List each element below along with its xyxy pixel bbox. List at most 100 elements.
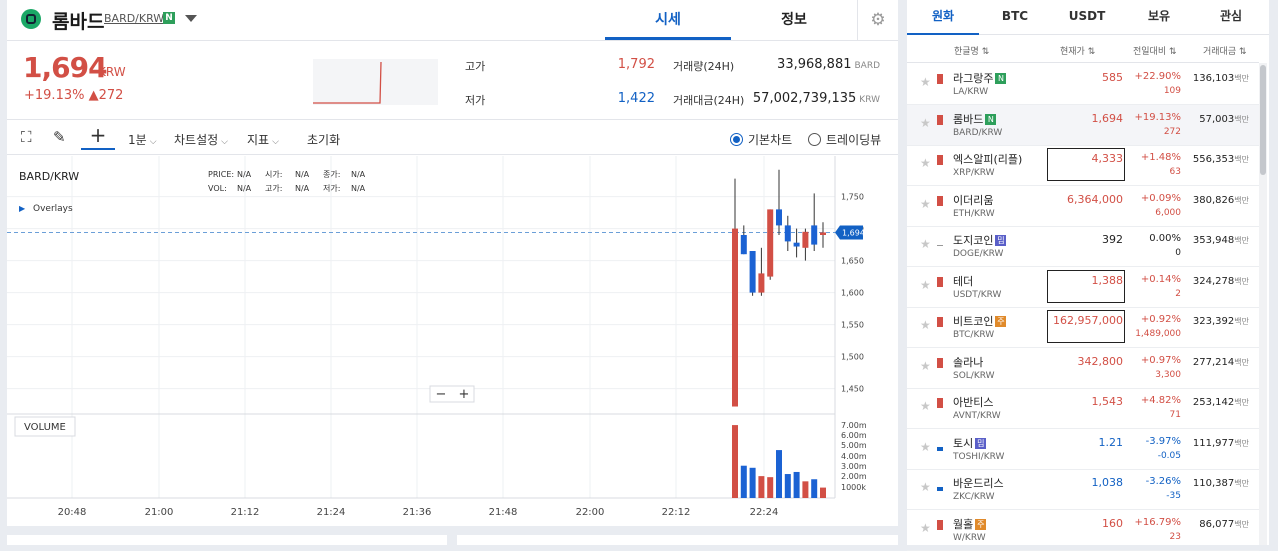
chart-settings-select[interactable]: 차트설정 ⌵ [174,133,228,147]
market-table-header: 한글명 ⇅ 현재가 ⇅ 전일대비 ⇅ 거래대금 ⇅ [907,36,1259,63]
coin-price: 342,800 [1077,354,1124,368]
market-row[interactable]: ★ 아반티스 AVNT/KRW 1,543 +4.82% 71 253,142백만 [907,388,1259,429]
favorite-star-icon[interactable]: ★ [920,156,931,170]
trading-panel: 롬바드 BARD/KRW N 시세 정보 ⚙ 1,694 KRW +19.13%… [7,0,898,526]
overlays-toggle-icon: ▶ [19,204,26,213]
trading-view-radio[interactable]: 트레이딩뷰 [808,131,881,148]
scrollbar[interactable] [1259,63,1267,545]
vol-tick-label: 4.00m [841,452,867,461]
favorite-star-icon[interactable]: ★ [920,480,931,494]
coin-change-amt: -35 [1166,491,1181,501]
tab-favorites[interactable]: 관심 [1219,9,1243,23]
coin-name: 솔라나 [953,355,984,369]
coin-dropdown-icon[interactable] [185,15,197,22]
zoom-out-button[interactable]: − [436,387,447,402]
coin-name: 토시 밈 [953,436,987,450]
favorite-star-icon[interactable]: ★ [920,399,931,413]
volume-bar [802,481,809,498]
sort-volume-header[interactable]: 거래대금 ⇅ [1203,47,1247,57]
coin-name: 비트코인 주 [953,315,1007,328]
coin-name: 아반티스 [953,396,994,409]
interval-select[interactable]: 1분 ⌵ [128,133,157,147]
favorite-star-icon[interactable]: ★ [920,318,931,332]
mini-candle-icon [937,74,943,84]
market-row[interactable]: ★ 바운드리스 ZKC/KRW 1,038 -3.26% -35 110,387백만 [907,469,1259,510]
coin-name: 도지코인 밈 [953,234,1007,247]
coin-change-pct: -3.97% [1145,435,1181,447]
coin-change-pct: +0.97% [1140,354,1181,366]
favorite-star-icon[interactable]: ★ [920,237,931,251]
sort-name-header[interactable]: 한글명 ⇅ [954,47,990,57]
mini-candle-icon [937,195,943,206]
amount-label: 거래대금(24H) [673,94,745,107]
mini-candle-icon [937,155,943,165]
overlays-label: Overlays [33,204,73,214]
legend-text: N/A [237,184,252,193]
market-row[interactable]: ★ 월홀 주 W/KRW 160 +16.79% 23 86,077백만 [907,510,1259,551]
coin-pair: BARD/KRW [953,127,1003,138]
coin-change-pct: +0.92% [1140,314,1181,325]
favorite-star-icon[interactable]: ★ [920,196,931,211]
tab-holdings[interactable]: 보유 [1147,9,1171,23]
legend-text: VOL: [208,184,227,193]
market-row[interactable]: ★ 토시 밈 TOSHI/KRW 1.21 -3.97% -0.05 111,977백만 [907,429,1259,470]
volume-bar [784,474,791,498]
crosshair-icon[interactable]: + [81,124,115,150]
market-row[interactable]: ★ 이더리움 ETH/KRW 6,364,000 +0.09% 6,000 380,826백… [907,186,1259,227]
market-row[interactable]: ★ 도지코인 밈 DOGE/KRW 392 0.00% 0 353,948백만 [907,226,1259,267]
pen-icon[interactable]: ✎ [53,128,66,146]
coin-price: 162,957,000 [1053,314,1123,327]
coin-pair-link[interactable]: BARD/KRW [104,12,165,25]
candle-body [749,251,756,293]
coin-change-amt: 0 [1175,248,1181,258]
indicators-select[interactable]: 지표 ⌵ [247,133,279,147]
coin-volume: 111,977백만 [1192,437,1249,449]
new-badge: N [163,12,175,24]
coin-pair: W/KRW [953,532,986,543]
tab-krw[interactable]: 원화 [907,0,979,35]
tab-info[interactable]: 정보 [781,12,807,28]
candlestick-chart[interactable]: 1,7501,7001,6501,6001,5501,5001,4507.00m… [7,156,898,526]
volume-bar [767,477,774,498]
market-list-panel: 원화 BTC USDT 보유 관심 한글명 ⇅ 현재가 ⇅ 전일대비 ⇅ 거래대… [907,0,1269,551]
coin-price: 6,364,000 [1067,192,1123,206]
favorite-star-icon[interactable]: ★ [920,75,931,89]
favorite-star-icon[interactable]: ★ [920,358,931,373]
basic-chart-radio[interactable]: 기본차트 [730,131,792,148]
favorite-star-icon[interactable]: ★ [920,277,931,292]
zoom-in-button[interactable]: + [459,387,470,402]
favorite-star-icon[interactable]: ★ [920,520,931,535]
sort-price-header[interactable]: 현재가 ⇅ [1060,47,1096,57]
legend-text: N/A [295,170,310,179]
sort-change-header[interactable]: 전일대비 ⇅ [1133,47,1177,57]
candle-body [767,209,774,277]
market-row[interactable]: ★ 롬바드 N BARD/KRW 1,694 +19.13% 272 57,003백만 [907,104,1259,146]
coin-price: 585 [1102,71,1123,84]
coin-volume: 380,826백만 [1192,194,1249,206]
candle-body [776,209,782,226]
favorite-star-icon[interactable]: ★ [920,439,931,454]
mini-candle-icon [937,519,943,530]
tab-btc[interactable]: BTC [1001,9,1029,23]
coin-volume: 57,003백만 [1199,113,1249,125]
market-row[interactable]: ★ 엑스알피(리플) XRP/KRW 4,333 +1.48% 63 556,353백만 [907,145,1259,186]
coin-change-pct: +0.09% [1140,192,1181,204]
favorite-star-icon[interactable]: ★ [920,115,931,130]
market-row[interactable]: ★ 비트코인 주 BTC/KRW 162,957,000 +0.92% 1,489,000 3… [907,307,1259,348]
tab-quote[interactable]: 시세 [605,0,731,40]
gear-icon[interactable]: ⚙ [857,0,898,40]
tab-usdt[interactable]: USDT [1068,9,1106,23]
market-row[interactable]: ★ 라그랑주 N LA/KRW 585 +22.90% 109 136,103백만 [907,64,1259,105]
coin-volume: 86,077백만 [1199,518,1249,530]
market-row[interactable]: ★ 테더 USDT/KRW 1,388 +0.14% 2 324,278백만 [907,267,1259,308]
reset-button[interactable]: 초기화 [307,133,341,147]
coin-name: 테더 [953,274,974,288]
coin-change-amt: 6,000 [1155,207,1181,218]
fullscreen-icon[interactable]: ⛶ [21,128,32,146]
coin-pair: DOGE/KRW [953,249,1004,259]
coin-change-pct: +1.48% [1140,152,1181,163]
vol-tick-label: 6.00m [841,431,867,440]
coin-change-amt: 1,489,000 [1135,329,1181,339]
coin-volume: 136,103백만 [1192,73,1249,84]
market-row[interactable]: ★ 솔라나 SOL/KRW 342,800 +0.97% 3,300 277,214백만 [907,348,1259,389]
